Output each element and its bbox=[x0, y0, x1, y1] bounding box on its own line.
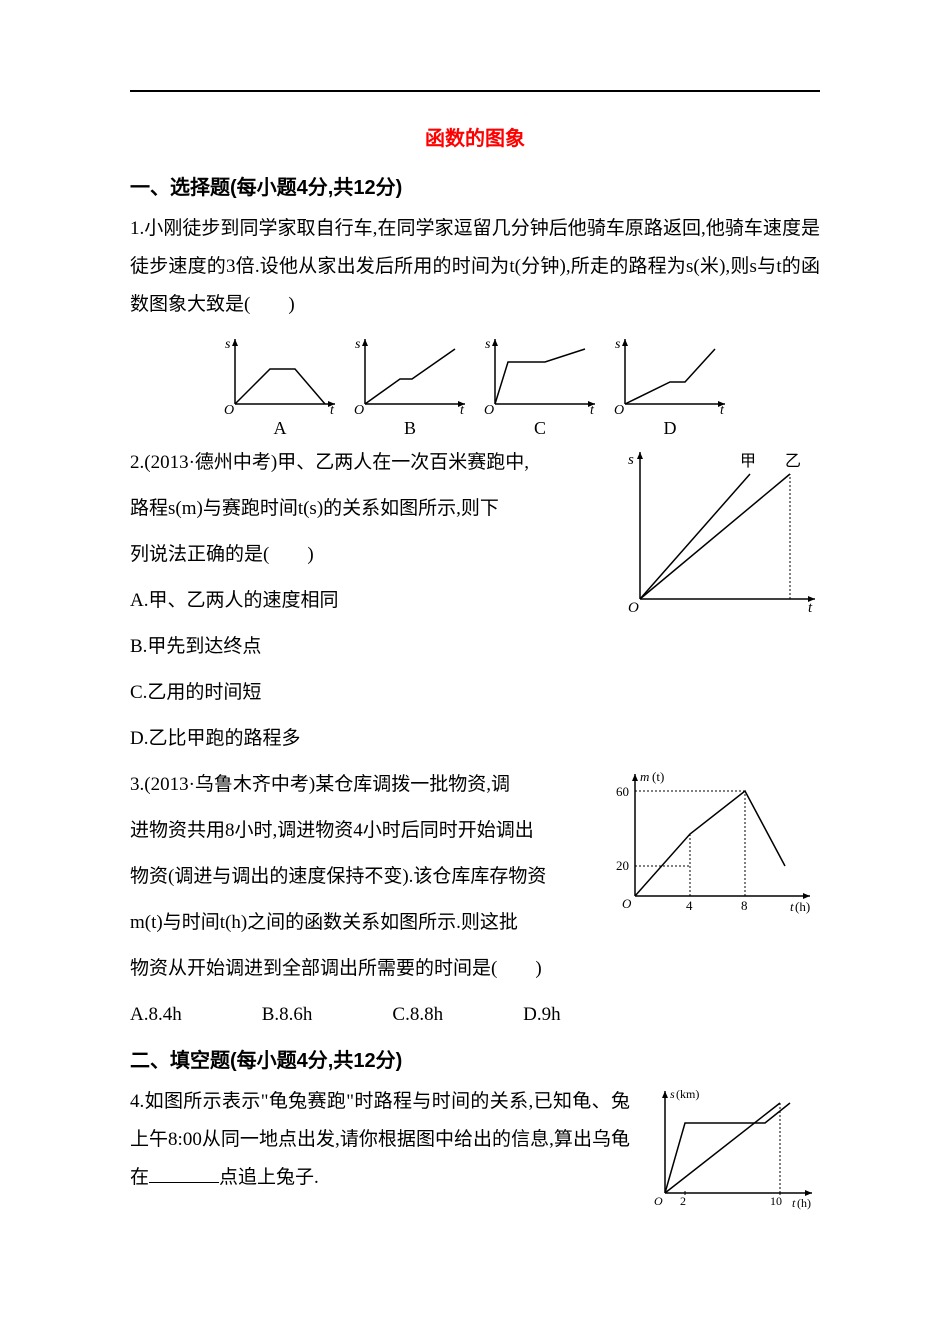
q4-text: 4.如图所示表示"龟兔赛跑"时路程与时间的关系,已知龟、兔上午8:00从同一地点… bbox=[130, 1083, 630, 1197]
q3-text-block: 3.(2013·乌鲁木齐中考)某仓库调拨一批物资,调 进物资共用8小时,调进物资… bbox=[130, 766, 590, 996]
q3-line3: 物资(调进与调出的速度保持不变).该仓库库存物资 bbox=[130, 858, 590, 896]
q1-svg-B: s t O bbox=[350, 334, 470, 414]
svg-text:s: s bbox=[670, 1087, 675, 1101]
q3-svg: m (t) t (h) O 20 60 4 8 bbox=[600, 766, 820, 916]
q3-line2: 进物资共用8小时,调进物资4小时后同时开始调出 bbox=[130, 812, 590, 850]
q2-opt-B: B.甲先到达终点 bbox=[130, 628, 610, 666]
svg-text:(h): (h) bbox=[795, 899, 810, 914]
q1-chart-D: s t O D bbox=[610, 334, 730, 439]
q1-label-A: A bbox=[220, 418, 340, 439]
svg-text:O: O bbox=[622, 896, 632, 911]
svg-text:s: s bbox=[485, 337, 491, 352]
page-container: 函数的图象 一、选择题(每小题4分,共12分) 1.小刚徒步到同学家取自行车,在… bbox=[0, 0, 950, 1278]
q1-label-B: B bbox=[350, 418, 470, 439]
svg-text:t: t bbox=[808, 600, 813, 614]
q3-opt-C: C.8.8h bbox=[392, 996, 443, 1034]
q2-text-block: 2.(2013·德州中考)甲、乙两人在一次百米赛跑中, 路程s(m)与赛跑时间t… bbox=[130, 444, 610, 674]
q4-svg: s (km) t (h) O 2 10 bbox=[640, 1083, 820, 1213]
q3-figure: m (t) t (h) O 20 60 4 8 bbox=[600, 766, 820, 921]
svg-text:O: O bbox=[614, 403, 624, 414]
q4-figure: s (km) t (h) O 2 10 bbox=[640, 1083, 820, 1218]
q2-svg: s t O 甲 乙 bbox=[620, 444, 820, 614]
svg-text:10: 10 bbox=[770, 1194, 782, 1208]
q2-opt-A: A.甲、乙两人的速度相同 bbox=[130, 582, 610, 620]
q1-label-C: C bbox=[480, 418, 600, 439]
svg-text:O: O bbox=[224, 403, 234, 414]
q2-container: 2.(2013·德州中考)甲、乙两人在一次百米赛跑中, 路程s(m)与赛跑时间t… bbox=[130, 444, 820, 674]
q2-opt-D: D.乙比甲跑的路程多 bbox=[130, 720, 820, 758]
svg-text:(t): (t) bbox=[652, 769, 664, 784]
q1-text: 1.小刚徒步到同学家取自行车,在同学家逗留几分钟后他骑车原路返回,他骑车速度是徒… bbox=[130, 210, 820, 324]
page-title: 函数的图象 bbox=[130, 122, 820, 151]
svg-text:乙: 乙 bbox=[785, 453, 801, 470]
q3-opt-A: A.8.4h bbox=[130, 996, 182, 1034]
svg-text:t: t bbox=[790, 899, 794, 914]
svg-text:O: O bbox=[654, 1194, 663, 1208]
svg-text:s: s bbox=[615, 337, 621, 352]
svg-text:t: t bbox=[792, 1196, 796, 1210]
q3-options: A.8.4h B.8.6h C.8.8h D.9h bbox=[130, 996, 820, 1034]
q1-svg-C: s t O bbox=[480, 334, 600, 414]
svg-text:甲: 甲 bbox=[740, 453, 756, 470]
svg-text:60: 60 bbox=[616, 784, 629, 799]
svg-text:O: O bbox=[628, 600, 639, 614]
svg-text:8: 8 bbox=[741, 898, 748, 913]
svg-text:m: m bbox=[640, 769, 649, 784]
q3-container: 3.(2013·乌鲁木齐中考)某仓库调拨一批物资,调 进物资共用8小时,调进物资… bbox=[130, 766, 820, 996]
q2-line1: 2.(2013·德州中考)甲、乙两人在一次百米赛跑中, bbox=[130, 444, 610, 482]
section2-header: 二、填空题(每小题4分,共12分) bbox=[130, 1044, 820, 1073]
q1-chart-B: s t O B bbox=[350, 334, 470, 439]
svg-text:2: 2 bbox=[680, 1194, 686, 1208]
q1-figures: s t O A s t O B bbox=[130, 334, 820, 439]
svg-text:s: s bbox=[628, 452, 634, 468]
svg-text:20: 20 bbox=[616, 858, 629, 873]
svg-text:O: O bbox=[354, 403, 364, 414]
q3-line1: 3.(2013·乌鲁木齐中考)某仓库调拨一批物资,调 bbox=[130, 766, 590, 804]
q4-container: 4.如图所示表示"龟兔赛跑"时路程与时间的关系,已知龟、兔上午8:00从同一地点… bbox=[130, 1083, 820, 1218]
svg-text:(km): (km) bbox=[676, 1087, 699, 1101]
section1-header: 一、选择题(每小题4分,共12分) bbox=[130, 171, 820, 200]
q3-line5: 物资从开始调进到全部调出所需要的时间是( ) bbox=[130, 950, 590, 988]
q2-line3: 列说法正确的是( ) bbox=[130, 536, 610, 574]
q4-blank bbox=[149, 1164, 219, 1183]
q1-label-D: D bbox=[610, 418, 730, 439]
q3-opt-B: B.8.6h bbox=[262, 996, 313, 1034]
q1-svg-A: s t O bbox=[220, 334, 340, 414]
svg-text:s: s bbox=[355, 337, 361, 352]
q3-line4: m(t)与时间t(h)之间的函数关系如图所示.则这批 bbox=[130, 904, 590, 942]
q2-figure: s t O 甲 乙 bbox=[620, 444, 820, 619]
q2-line2: 路程s(m)与赛跑时间t(s)的关系如图所示,则下 bbox=[130, 490, 610, 528]
svg-text:O: O bbox=[484, 403, 494, 414]
q1-chart-A: s t O A bbox=[220, 334, 340, 439]
q3-opt-D: D.9h bbox=[523, 996, 560, 1034]
top-horizontal-rule bbox=[130, 90, 820, 92]
q4-text-post: 点追上兔子. bbox=[219, 1167, 319, 1188]
q1-svg-D: s t O bbox=[610, 334, 730, 414]
q1-chart-C: s t O C bbox=[480, 334, 600, 439]
svg-text:s: s bbox=[225, 337, 231, 352]
svg-text:(h): (h) bbox=[797, 1196, 811, 1210]
q2-opt-C: C.乙用的时间短 bbox=[130, 674, 820, 712]
svg-text:4: 4 bbox=[686, 898, 693, 913]
